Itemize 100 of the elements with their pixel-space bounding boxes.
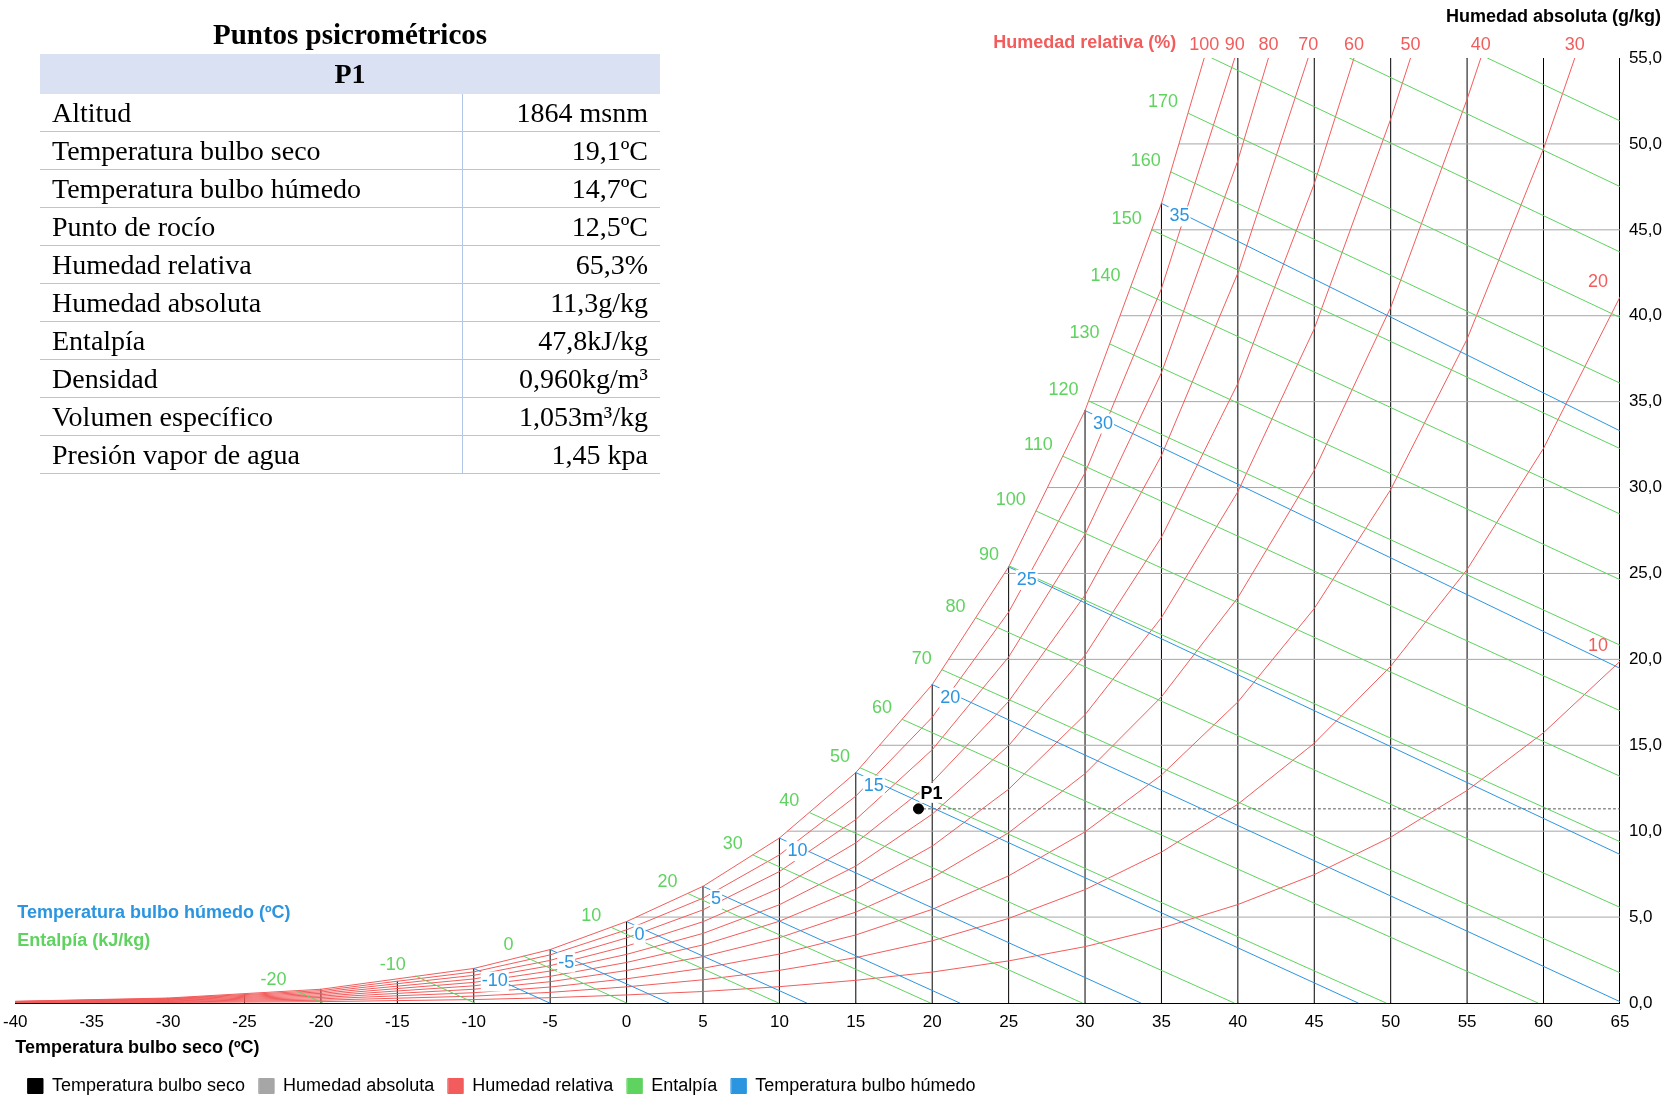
y-tick-label: 50,0 bbox=[1628, 133, 1663, 153]
annotation: 140 bbox=[1090, 264, 1121, 285]
annotation: 50 bbox=[1400, 33, 1421, 54]
annotation: Entalpía (kJ/kg) bbox=[17, 929, 151, 950]
annotation: 40 bbox=[1470, 33, 1491, 54]
x-tick-label: -15 bbox=[385, 1011, 410, 1031]
annotation: 1864 msnm bbox=[462, 94, 660, 132]
text: Humedad relativa (%) bbox=[993, 31, 1177, 52]
x-tick-label: -5 bbox=[542, 1011, 558, 1031]
annotation: 0,960kg/m³ bbox=[462, 359, 660, 398]
x-tick-label: -35 bbox=[79, 1011, 104, 1031]
annotation: Humedad absoluta bbox=[40, 283, 463, 322]
y-tick-label: 40,0 bbox=[1628, 305, 1663, 325]
annotation: Entalpía bbox=[40, 321, 463, 360]
x-tick-label: 45 bbox=[1304, 1011, 1324, 1031]
x-tick-label: 35 bbox=[1151, 1011, 1171, 1031]
annotation: 25 bbox=[1016, 568, 1037, 589]
annotation: 70 bbox=[911, 647, 932, 668]
annotation: Densidad bbox=[40, 359, 463, 398]
y-tick-label: 0,0 bbox=[1628, 992, 1653, 1012]
y-tick-label: 20,0 bbox=[1628, 649, 1663, 669]
annotation: 14,7ºC bbox=[462, 169, 660, 208]
y-tick-label: 30,0 bbox=[1628, 477, 1663, 497]
annotation: 170 bbox=[1147, 91, 1179, 112]
annotation: 5 bbox=[710, 888, 721, 909]
x-tick-label: 15 bbox=[846, 1011, 866, 1031]
x-tick-label: 55 bbox=[1457, 1011, 1477, 1031]
annotation: 30 bbox=[1564, 33, 1585, 54]
annotation: 110 bbox=[1024, 434, 1053, 455]
annotation: 19,1ºC bbox=[462, 131, 660, 170]
annotation: 90 bbox=[979, 543, 1000, 564]
x-tick-label: -40 bbox=[3, 1011, 28, 1031]
y-tick-label: 35,0 bbox=[1628, 391, 1663, 411]
annotation: Temperatura bulbo seco bbox=[40, 131, 463, 170]
x-tick-label: 40 bbox=[1228, 1011, 1248, 1031]
x-tick-label: 10 bbox=[769, 1011, 789, 1031]
annotation: 90 bbox=[1224, 33, 1245, 54]
x-tick-label: -25 bbox=[232, 1011, 257, 1031]
x-tick-label: 0 bbox=[621, 1011, 632, 1031]
x-tick-label: 25 bbox=[999, 1011, 1019, 1031]
y-tick-label: 15,0 bbox=[1628, 734, 1663, 754]
legend-label: Humedad absoluta bbox=[283, 1074, 436, 1095]
annotation: Altitud bbox=[40, 94, 463, 132]
annotation: -20 bbox=[260, 968, 287, 989]
annotation: Temperatura bulbo húmedo (ºC) bbox=[17, 901, 291, 922]
y-tick-label: 10,0 bbox=[1628, 820, 1663, 840]
y-tick-label: 25,0 bbox=[1628, 563, 1663, 583]
annotation: 70 bbox=[1298, 33, 1319, 54]
annotation: 120 bbox=[1048, 378, 1079, 399]
y-tick-label: 45,0 bbox=[1628, 219, 1663, 239]
annotation: 65,3% bbox=[462, 245, 660, 284]
annotation: 100 bbox=[995, 488, 1026, 509]
annotation: 20 bbox=[1587, 271, 1608, 292]
text: P1 bbox=[40, 54, 660, 94]
annotation: Humedad relativa bbox=[40, 245, 463, 284]
x-tick-label: 20 bbox=[922, 1011, 942, 1031]
legend-label: Temperatura bulbo seco bbox=[52, 1074, 246, 1095]
annotation: Presión vapor de agua bbox=[40, 435, 463, 474]
annotation: 160 bbox=[1130, 149, 1161, 170]
annotation: 150 bbox=[1111, 207, 1142, 228]
annotation: 0 bbox=[503, 934, 514, 955]
annotation: 20 bbox=[657, 871, 678, 892]
annotation: 80 bbox=[1258, 33, 1279, 54]
x-tick-label: 50 bbox=[1381, 1011, 1401, 1031]
x-tick-label: 30 bbox=[1075, 1011, 1095, 1031]
x-tick-label: -20 bbox=[308, 1011, 334, 1031]
annotation: 50 bbox=[830, 745, 851, 766]
x-tick-label: -30 bbox=[155, 1011, 181, 1031]
annotation: 130 bbox=[1069, 321, 1100, 342]
annotation: Volumen específico bbox=[40, 397, 463, 436]
y-axis-title: Humedad absoluta (g/kg) bbox=[1445, 5, 1662, 26]
annotation: 15 bbox=[863, 774, 884, 795]
x-axis-title: Temperatura bulbo seco (ºC) bbox=[15, 1037, 260, 1058]
annotation: 12,5ºC bbox=[462, 207, 660, 246]
annotation: 47,8kJ/kg bbox=[462, 321, 660, 360]
annotation: Temperatura bulbo húmedo bbox=[40, 169, 463, 208]
legend-label: Humedad relativa bbox=[472, 1074, 615, 1095]
x-tick-label: 65 bbox=[1610, 1011, 1630, 1031]
annotation: 35 bbox=[1169, 205, 1190, 226]
annotation: 1,053m³/kg bbox=[462, 397, 660, 436]
annotation: P1 bbox=[920, 782, 943, 803]
legend-label: Entalpía bbox=[651, 1074, 719, 1095]
annotation: -10 bbox=[481, 970, 508, 991]
y-tick-label: 55,0 bbox=[1628, 47, 1663, 67]
annotation: Punto de rocío bbox=[40, 207, 463, 246]
x-tick-label: 60 bbox=[1534, 1011, 1553, 1031]
annotation: -5 bbox=[558, 951, 575, 972]
annotation: 60 bbox=[1343, 33, 1365, 54]
annotation: 30 bbox=[1093, 412, 1114, 433]
annotation: 100 bbox=[1189, 33, 1220, 54]
annotation: 1,45 kpa bbox=[462, 435, 660, 474]
annotation: 0 bbox=[634, 923, 645, 944]
legend-label: Temperatura bulbo húmedo bbox=[755, 1074, 976, 1095]
annotation: 30 bbox=[722, 832, 743, 853]
annotation: 11,3g/kg bbox=[462, 283, 660, 322]
annotation: 10 bbox=[1587, 635, 1608, 656]
annotation: -10 bbox=[379, 953, 406, 974]
annotation: 10 bbox=[787, 840, 808, 861]
annotation: 10 bbox=[581, 905, 602, 926]
text: Puntos psicrométricos bbox=[211, 17, 489, 52]
